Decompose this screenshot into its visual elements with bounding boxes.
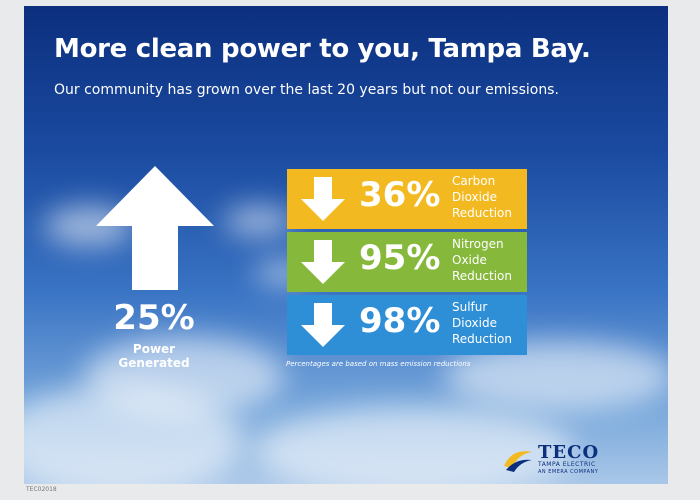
nitrogen-oxide-label: Nitrogen Oxide Reduction bbox=[452, 237, 512, 283]
logo-subtitle: TAMPA ELECTRIC bbox=[538, 461, 596, 468]
sulfur-dioxide-label: Sulfur Dioxide Reduction bbox=[452, 300, 512, 346]
logo-tagline: AN EMERA COMPANY bbox=[538, 469, 599, 475]
cloud bbox=[24, 386, 244, 484]
cloud bbox=[254, 406, 574, 484]
carbon-dioxide-percent: 36% bbox=[359, 175, 441, 215]
carbon-dioxide-row: 36% Carbon Dioxide Reduction bbox=[287, 169, 527, 229]
poster-code: TEC02018 bbox=[26, 486, 57, 493]
down-arrow-icon bbox=[301, 240, 345, 284]
down-arrow-icon bbox=[301, 177, 345, 221]
down-arrow-icon bbox=[301, 303, 345, 347]
sulfur-dioxide-row: 98% Sulfur Dioxide Reduction bbox=[287, 295, 527, 355]
nitrogen-oxide-percent: 95% bbox=[359, 238, 441, 278]
power-generated-caption: Power Generated bbox=[118, 342, 190, 370]
page-title: More clean power to you, Tampa Bay. bbox=[54, 34, 591, 64]
sulfur-dioxide-percent: 98% bbox=[359, 301, 441, 341]
power-generated-percent: 25% bbox=[113, 298, 195, 338]
teco-swoosh-icon bbox=[504, 451, 532, 472]
carbon-dioxide-label: Carbon Dioxide Reduction bbox=[452, 174, 512, 220]
logo-name: TECO bbox=[538, 442, 600, 463]
infographic-poster: More clean power to you, Tampa Bay. Our … bbox=[24, 6, 668, 484]
teco-logo: TECO TAMPA ELECTRIC AN EMERA COMPANY bbox=[502, 442, 642, 478]
nitrogen-oxide-row: 95% Nitrogen Oxide Reduction bbox=[287, 232, 527, 292]
up-arrow-icon bbox=[96, 166, 214, 290]
page-subtitle: Our community has grown over the last 20… bbox=[54, 82, 559, 98]
footnote: Percentages are based on mass emission r… bbox=[286, 360, 471, 368]
cloud bbox=[224, 206, 294, 236]
